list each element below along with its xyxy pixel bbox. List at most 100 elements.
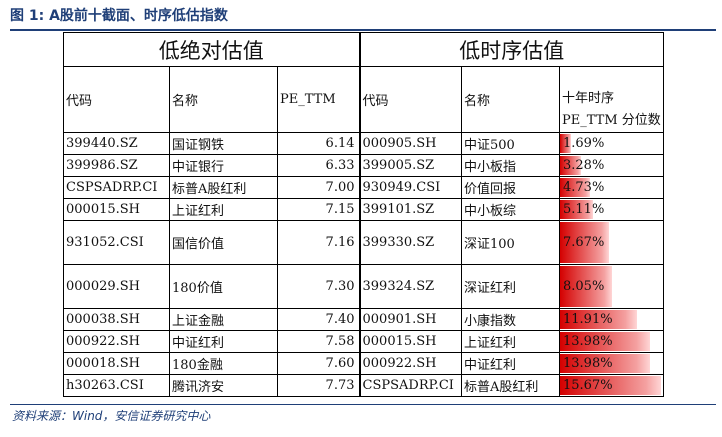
table-row: 000018.SH 180金融 7.60 000922.SH 中证红利 13.98% bbox=[63, 352, 664, 375]
column-header-row: 代码 名称 PE_TTM 代码 名称 十年时序PE_TTM 分位数 bbox=[63, 66, 664, 133]
pe-value: 7.00 bbox=[277, 176, 360, 199]
index-name-2: 中小板指 bbox=[461, 154, 560, 177]
index-name: 国证钢铁 bbox=[169, 132, 278, 155]
index-name: 180金融 bbox=[169, 352, 278, 375]
index-code-2: 399101.SZ bbox=[358, 198, 462, 221]
percentile-cell: 13.98% bbox=[559, 352, 664, 375]
right-group-header: 低时序估值 bbox=[358, 32, 664, 67]
percentile-value: 5.11% bbox=[563, 202, 605, 217]
percentile-bar bbox=[560, 200, 593, 219]
percentile-bar bbox=[560, 332, 650, 351]
index-name: 上证金融 bbox=[169, 308, 278, 331]
index-code: CSPSADRP.CI bbox=[63, 176, 170, 199]
index-code-2: CSPSADRP.CI bbox=[358, 374, 462, 397]
pe-value: 7.58 bbox=[277, 330, 360, 353]
index-code: 000038.SH bbox=[63, 308, 170, 331]
index-name-2: 中证500 bbox=[461, 132, 560, 155]
table-row: 931052.CSI 国信价值 7.16 399330.SZ 深证100 7.67% bbox=[63, 220, 664, 265]
index-code-2: 399330.SZ bbox=[358, 220, 462, 265]
index-name: 中证红利 bbox=[169, 330, 278, 353]
title-rule bbox=[10, 29, 716, 31]
col-header-code2: 代码 bbox=[358, 66, 462, 133]
pe-value: 7.16 bbox=[277, 220, 360, 265]
percentile-bar bbox=[560, 266, 612, 307]
index-name: 标普A股红利 bbox=[169, 176, 278, 199]
percentile-cell: 11.91% bbox=[559, 308, 664, 331]
index-name-2: 深证100 bbox=[461, 220, 560, 265]
index-code-2: 000905.SH bbox=[358, 132, 462, 155]
percentile-cell: 5.11% bbox=[559, 198, 664, 221]
index-name: 腾讯济安 bbox=[169, 374, 278, 397]
col-header-pe: PE_TTM bbox=[277, 66, 360, 133]
index-name-2: 中小板综 bbox=[461, 198, 560, 221]
col-header-code: 代码 bbox=[63, 66, 170, 133]
pe-value: 7.73 bbox=[277, 374, 360, 397]
valuation-table: 低绝对估值 低时序估值 代码 名称 PE_TTM 代码 名称 十年时序PE_TT… bbox=[63, 32, 664, 397]
percentile-value: 15.67% bbox=[563, 378, 613, 393]
group-header-row: 低绝对估值 低时序估值 bbox=[63, 32, 664, 67]
percentile-cell: 8.05% bbox=[559, 264, 664, 309]
table-row: CSPSADRP.CI 标普A股红利 7.00 930949.CSI 价值回报 4.73% bbox=[63, 176, 664, 199]
index-code: h30263.CSI bbox=[63, 374, 170, 397]
pe-value: 7.30 bbox=[277, 264, 360, 309]
table-row: 000922.SH 中证红利 7.58 000015.SH 上证红利 13.98% bbox=[63, 330, 664, 353]
percentile-cell: 4.73% bbox=[559, 176, 664, 199]
percentile-value: 8.05% bbox=[563, 279, 605, 294]
index-code-2: 000922.SH bbox=[358, 352, 462, 375]
index-code-2: 399005.SZ bbox=[358, 154, 462, 177]
percentile-value: 3.28% bbox=[563, 158, 605, 173]
index-name: 180价值 bbox=[169, 264, 278, 309]
percentile-cell: 3.28% bbox=[559, 154, 664, 177]
index-code: 399440.SZ bbox=[63, 132, 170, 155]
index-code-2: 930949.CSI bbox=[358, 176, 462, 199]
pe-value: 7.15 bbox=[277, 198, 360, 221]
percentile-bar bbox=[560, 310, 637, 329]
index-name-2: 中证红利 bbox=[461, 352, 560, 375]
index-code-2: 399324.SZ bbox=[358, 264, 462, 309]
percentile-bar bbox=[560, 156, 582, 175]
pe-value: 7.60 bbox=[277, 352, 360, 375]
col-header-name: 名称 bbox=[169, 66, 278, 133]
percentile-value: 1.69% bbox=[563, 136, 605, 151]
index-name: 上证红利 bbox=[169, 198, 278, 221]
pe-value: 6.33 bbox=[277, 154, 360, 177]
percentile-cell: 13.98% bbox=[559, 330, 664, 353]
index-code-2: 000015.SH bbox=[358, 330, 462, 353]
table-row: 000038.SH 上证金融 7.40 000901.SH 小康指数 11.91% bbox=[63, 308, 664, 331]
col-header-name2: 名称 bbox=[461, 66, 560, 133]
figure-title: 图 1: A股前十截面、时序低估指数 bbox=[10, 8, 228, 24]
table-row: 399440.SZ 国证钢铁 6.14 000905.SH 中证500 1.69% bbox=[63, 132, 664, 155]
table-row: 399986.SZ 中证银行 6.33 399005.SZ 中小板指 3.28% bbox=[63, 154, 664, 177]
percentile-cell: 1.69% bbox=[559, 132, 664, 155]
percentile-value: 13.98% bbox=[563, 356, 613, 371]
percentile-cell: 15.67% bbox=[559, 374, 664, 397]
percentile-value: 7.67% bbox=[563, 235, 605, 250]
percentile-bar bbox=[560, 376, 661, 395]
index-name-2: 深证红利 bbox=[461, 264, 560, 309]
percentile-bar bbox=[560, 178, 591, 197]
index-code: 000922.SH bbox=[63, 330, 170, 353]
index-code: 000018.SH bbox=[63, 352, 170, 375]
source-rule bbox=[10, 404, 716, 405]
source-note: 资料来源：Wind，安信证券研究中心 bbox=[12, 409, 211, 423]
index-name-2: 小康指数 bbox=[461, 308, 560, 331]
percentile-cell: 7.67% bbox=[559, 220, 664, 265]
table-row: h30263.CSI 腾讯济安 7.73 CSPSADRP.CI 标普A股红利 15.67… bbox=[63, 374, 664, 397]
table-row: 000015.SH 上证红利 7.15 399101.SZ 中小板综 5.11% bbox=[63, 198, 664, 221]
percentile-bar bbox=[560, 222, 610, 263]
index-name: 国信价值 bbox=[169, 220, 278, 265]
index-code: 399986.SZ bbox=[63, 154, 170, 177]
index-name: 中证银行 bbox=[169, 154, 278, 177]
pe-value: 6.14 bbox=[277, 132, 360, 155]
index-code: 000015.SH bbox=[63, 198, 170, 221]
index-code-2: 000901.SH bbox=[358, 308, 462, 331]
percentile-bar bbox=[560, 354, 650, 373]
table-row: 000029.SH 180价值 7.30 399324.SZ 深证红利 8.05% bbox=[63, 264, 664, 309]
index-name-2: 上证红利 bbox=[461, 330, 560, 353]
pe-value: 7.40 bbox=[277, 308, 360, 331]
index-code: 931052.CSI bbox=[63, 220, 170, 265]
left-group-header: 低绝对估值 bbox=[63, 32, 360, 67]
percentile-bar bbox=[560, 134, 571, 153]
col-header-pct: 十年时序PE_TTM 分位数 bbox=[559, 66, 664, 133]
percentile-value: 13.98% bbox=[563, 334, 613, 349]
